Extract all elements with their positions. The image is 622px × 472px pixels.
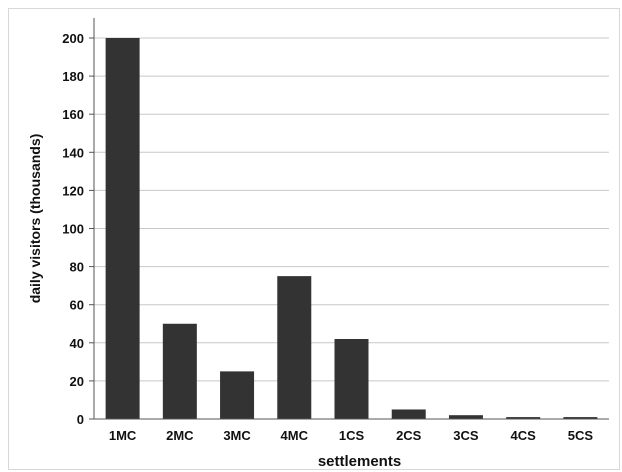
x-tick-label: 5CS xyxy=(568,428,594,443)
x-tick-label: 2MC xyxy=(166,428,194,443)
y-tick-label: 140 xyxy=(62,145,84,160)
bar-1mc xyxy=(105,38,140,419)
bar-3cs xyxy=(448,415,483,419)
x-tick-label: 3MC xyxy=(223,428,251,443)
y-tick-label: 120 xyxy=(62,183,84,198)
y-tick-label: 60 xyxy=(70,298,84,313)
x-tick-label: 3CS xyxy=(453,428,479,443)
bar-3mc xyxy=(220,371,255,419)
x-tick-label: 4MC xyxy=(281,428,309,443)
bar-1cs xyxy=(334,338,369,419)
bar-2mc xyxy=(162,323,197,419)
x-tick-label: 1CS xyxy=(339,428,365,443)
axes xyxy=(89,18,609,420)
y-tick-label: 200 xyxy=(62,31,84,46)
x-tick-label: 4CS xyxy=(511,428,537,443)
bar-4cs xyxy=(506,417,541,419)
y-axis-title: daily visitors (thousands) xyxy=(27,134,43,304)
bars xyxy=(105,38,598,419)
x-tick-label: 2CS xyxy=(396,428,422,443)
y-tick-label: 100 xyxy=(62,222,84,237)
x-axis-title: settlements xyxy=(318,453,401,470)
x-tick-labels: 1MC 2MC 3MC 4MC 1CS 2CS 3CS 4CS 5CS xyxy=(109,428,593,443)
x-tick-label: 1MC xyxy=(109,428,137,443)
y-tick-label: 20 xyxy=(70,374,84,389)
bar-2cs xyxy=(391,409,426,419)
y-tick-label: 180 xyxy=(62,69,84,84)
y-tick-label: 0 xyxy=(77,412,84,427)
y-tick-label: 80 xyxy=(70,260,84,275)
bar-4mc xyxy=(277,276,312,419)
y-tick-label: 160 xyxy=(62,107,84,122)
bar-5cs xyxy=(563,417,598,419)
y-tick-labels: 0 20 40 60 80 100 120 140 160 180 200 xyxy=(62,31,84,427)
y-tick-label: 40 xyxy=(70,336,84,351)
